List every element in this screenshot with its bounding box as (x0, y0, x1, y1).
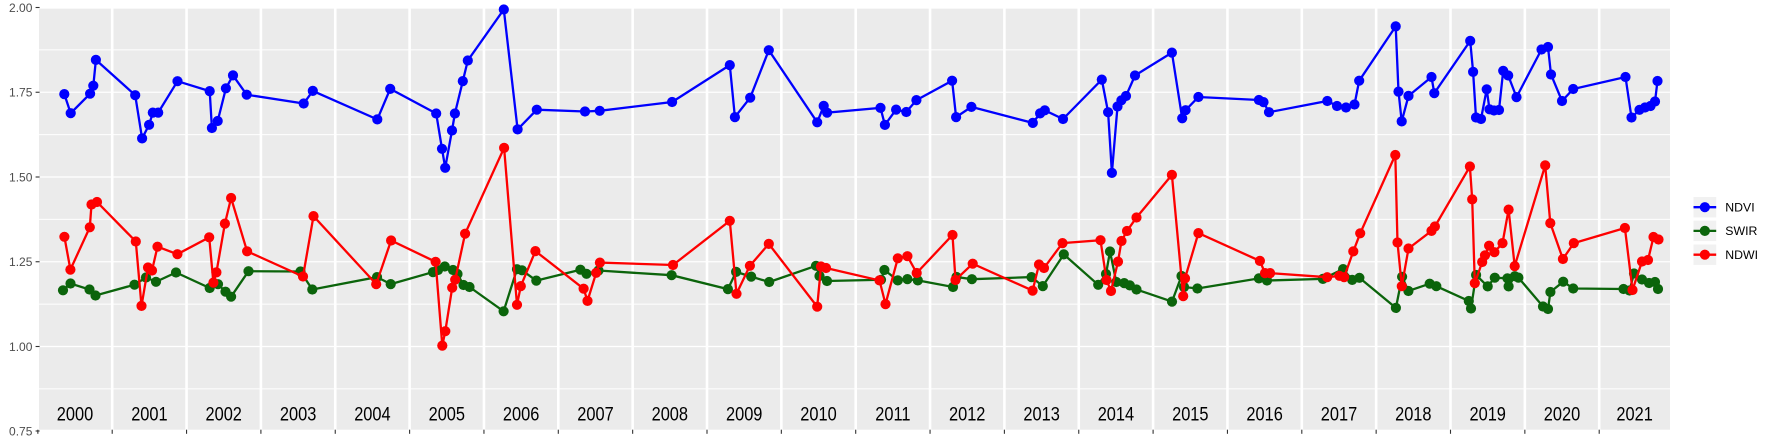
svg-text:2006: 2006 (503, 403, 539, 425)
svg-text:2004: 2004 (354, 403, 390, 425)
svg-text:2015: 2015 (1172, 403, 1208, 425)
svg-text:2020: 2020 (1544, 403, 1580, 425)
svg-text:2003: 2003 (280, 403, 316, 425)
svg-text:2005: 2005 (429, 403, 465, 425)
svg-text:2014: 2014 (1098, 403, 1134, 425)
svg-text:2.00: 2.00 (9, 1, 33, 15)
svg-text:2007: 2007 (577, 403, 613, 425)
svg-text:0.75: 0.75 (9, 424, 33, 438)
svg-text:2008: 2008 (652, 403, 688, 425)
svg-text:1.50: 1.50 (9, 170, 33, 184)
svg-text:2001: 2001 (131, 403, 167, 425)
svg-text:1.75: 1.75 (9, 86, 33, 100)
svg-text:2000: 2000 (57, 403, 93, 425)
svg-text:2002: 2002 (205, 403, 241, 425)
svg-text:2011: 2011 (875, 403, 910, 425)
svg-text:2021: 2021 (1616, 403, 1652, 425)
svg-text:2009: 2009 (726, 403, 762, 425)
svg-text:2019: 2019 (1469, 403, 1505, 425)
svg-text:SWIR: SWIR (1725, 224, 1757, 238)
svg-text:1.00: 1.00 (9, 340, 33, 354)
svg-text:NDWI: NDWI (1725, 248, 1758, 262)
svg-text:2017: 2017 (1321, 403, 1357, 425)
svg-text:NDVI: NDVI (1725, 200, 1754, 214)
svg-text:1.25: 1.25 (9, 255, 33, 269)
svg-text:2016: 2016 (1246, 403, 1282, 425)
svg-text:2012: 2012 (949, 403, 985, 425)
svg-text:2013: 2013 (1023, 403, 1059, 425)
svg-text:2018: 2018 (1395, 403, 1431, 425)
svg-text:2010: 2010 (800, 403, 836, 425)
